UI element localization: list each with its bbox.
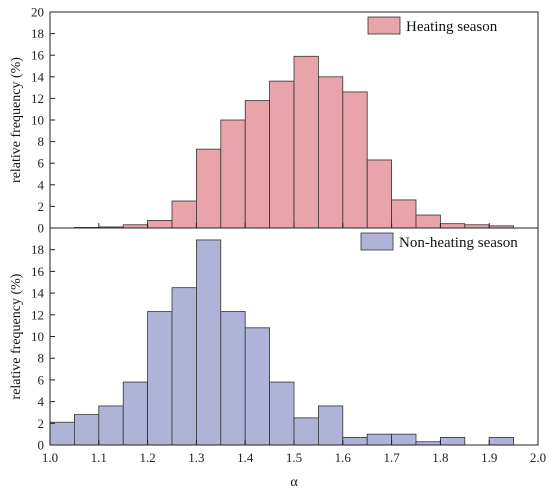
- legend-label: Heating season: [406, 19, 498, 35]
- y-tick-label: 2: [38, 416, 45, 431]
- y-tick-label: 4: [38, 394, 45, 409]
- histogram-bar: [220, 119, 246, 229]
- y-tick-label: 16: [31, 48, 45, 63]
- histogram-bar: [98, 405, 124, 446]
- histogram-bar: [366, 159, 393, 229]
- histogram-bar: [342, 91, 368, 229]
- histogram-bar: [147, 311, 173, 446]
- y-tick-label: 6: [38, 372, 45, 387]
- x-tick-label: 1.7: [383, 450, 400, 465]
- y-tick-label: 10: [31, 329, 44, 344]
- y-tick-label: 10: [31, 113, 44, 128]
- histogram-bar: [220, 311, 246, 446]
- histogram-bar: [195, 148, 222, 229]
- y-tick-label: 12: [31, 307, 44, 322]
- histogram-bar: [293, 417, 319, 446]
- y-tick-label: 16: [31, 264, 45, 279]
- histogram-bar: [244, 100, 270, 229]
- histogram-bar: [171, 287, 197, 446]
- histogram-bar: [366, 433, 393, 446]
- histogram-bar: [439, 223, 466, 229]
- x-tick-label: 1.9: [481, 450, 497, 465]
- y-tick-label: 18: [31, 242, 44, 257]
- histogram-bar: [391, 199, 417, 229]
- y-tick-label: 2: [38, 199, 45, 214]
- y-axis-title: relative frequency (%): [9, 273, 24, 399]
- histogram-bar: [269, 80, 295, 229]
- y-tick-label: 0: [38, 438, 45, 453]
- histogram-bar: [342, 437, 368, 446]
- x-tick-label: 1.0: [42, 450, 58, 465]
- y-tick-label: 8: [38, 351, 45, 366]
- y-tick-label: 8: [38, 134, 45, 149]
- histogram-bar: [391, 433, 417, 446]
- legend-label: Non-heating season: [399, 235, 518, 251]
- y-tick-label: 12: [31, 91, 44, 106]
- x-tick-label: 1.3: [188, 450, 204, 465]
- histogram-bar: [269, 381, 295, 446]
- histogram-bar: [122, 381, 148, 446]
- histogram-bar: [171, 200, 197, 229]
- y-tick-label: 14: [31, 286, 45, 301]
- x-tick-label: 1.4: [237, 450, 254, 465]
- y-tick-label: 4: [38, 177, 45, 192]
- x-tick-label: 2.0: [530, 450, 546, 465]
- y-tick-label: 0: [38, 221, 45, 236]
- y-tick-label: 20: [31, 5, 44, 20]
- histogram-bar: [488, 437, 515, 446]
- legend-swatch: [367, 16, 401, 35]
- y-axis-title: relative frequency (%): [9, 57, 24, 183]
- y-tick-label: 14: [31, 69, 45, 84]
- histogram-bar: [49, 421, 75, 446]
- histogram-bar: [439, 437, 466, 446]
- legend-swatch: [360, 232, 394, 251]
- histogram-bar: [293, 55, 319, 229]
- histogram-bar: [415, 214, 441, 229]
- histogram-bar: [317, 76, 344, 229]
- histogram-bar: [244, 327, 270, 446]
- y-tick-label: 18: [31, 26, 44, 41]
- x-tick-label: 1.6: [335, 450, 352, 465]
- x-tick-label: 1.5: [286, 450, 302, 465]
- histogram-bar: [74, 414, 100, 446]
- x-tick-label: 1.8: [432, 450, 448, 465]
- x-axis-title: α: [290, 475, 298, 490]
- y-tick-label: 6: [38, 156, 45, 171]
- histogram-bar: [317, 405, 344, 446]
- histogram-bar: [147, 220, 173, 229]
- x-tick-label: 1.1: [91, 450, 107, 465]
- histogram-bar: [195, 239, 222, 446]
- x-tick-label: 1.2: [139, 450, 155, 465]
